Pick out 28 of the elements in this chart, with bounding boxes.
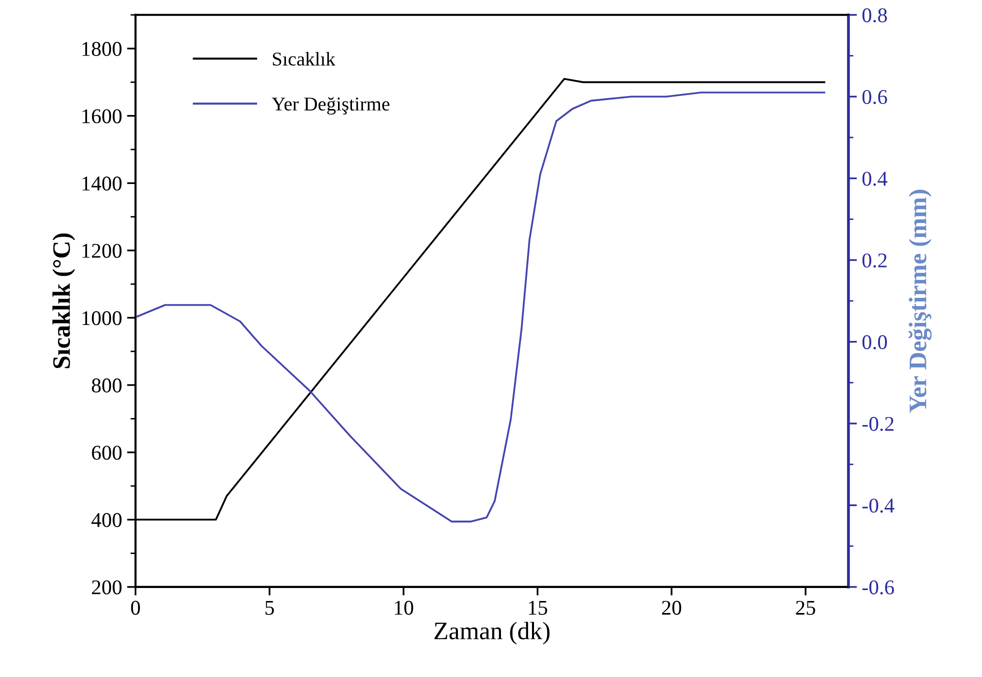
x-tick-label: 20 <box>662 600 682 615</box>
x-tick-label: 10 <box>394 600 414 615</box>
y2-tick-label: 0.4 <box>862 172 888 186</box>
y-tick-label: 1400 <box>82 176 122 191</box>
y-axis-title: Sıcaklık (°C) <box>52 233 76 368</box>
x-axis-title: Zaman (dk) <box>434 622 550 644</box>
y-tick-label: 1800 <box>82 42 122 56</box>
y-tick-label: 1200 <box>82 244 122 258</box>
y-tick-label: 600 <box>92 446 122 460</box>
y2-tick-label: 0.0 <box>862 335 887 350</box>
y2-axis-title: Yer Değiştirme (mm) <box>908 190 932 413</box>
legend-label: Sıcaklık <box>272 52 336 66</box>
y2-tick-label: -0.6 <box>862 580 894 594</box>
x-tick-label: 0 <box>131 600 140 615</box>
y-tick-label: 800 <box>92 378 122 392</box>
y2-tick-label: 0.6 <box>862 90 888 104</box>
y2-tick-label: -0.4 <box>862 498 894 513</box>
y-tick-label: 200 <box>92 580 122 594</box>
y2-tick-label: 0.8 <box>862 8 887 22</box>
x-tick-label: 15 <box>528 600 548 615</box>
y-tick-label: 1600 <box>82 109 122 124</box>
y-tick-label: 1000 <box>82 311 122 326</box>
x-tick-label: 25 <box>796 600 816 615</box>
x-tick-label: 5 <box>266 600 274 615</box>
y2-tick-label: 0.2 <box>862 253 887 268</box>
y-tick-label: 400 <box>91 513 122 528</box>
legend-label: Yer Değiştirme <box>272 97 390 115</box>
y2-tick-label: -0.2 <box>862 416 894 432</box>
